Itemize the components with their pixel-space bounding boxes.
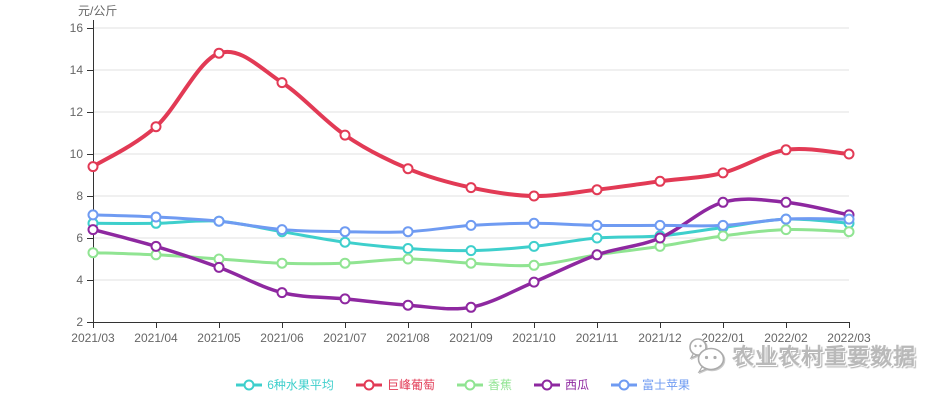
series-marker-banana <box>339 257 351 269</box>
series-marker-banana <box>780 224 792 236</box>
watermark: 农业农村重要数据 <box>686 337 916 373</box>
x-axis-label: 2021/05 <box>197 331 241 345</box>
legend-marker-icon <box>355 379 382 391</box>
series-marker-fuji-apple <box>528 217 540 229</box>
x-axis-label: 2021/08 <box>386 331 430 345</box>
series-marker-avg-6-fruits <box>591 232 603 244</box>
legend-label: 香蕉 <box>487 378 512 392</box>
y-axis-label: 4 <box>76 273 83 287</box>
series-marker-kyoho-grape <box>402 163 414 175</box>
x-axis-label: 2022/02 <box>764 331 808 345</box>
series-marker-watermelon <box>654 232 666 244</box>
legend-label: 巨峰葡萄 <box>386 378 435 392</box>
series-marker-kyoho-grape <box>150 121 162 133</box>
series-marker-kyoho-grape <box>276 77 288 89</box>
series-marker-watermelon <box>213 261 225 273</box>
legend-marker-icon <box>456 379 483 391</box>
legend-label: 6种水果平均 <box>267 378 334 392</box>
legend-item-fuji-apple[interactable]: 富士苹果 <box>610 378 690 392</box>
series-marker-fuji-apple <box>87 209 99 221</box>
series-marker-kyoho-grape <box>843 148 855 160</box>
legend-item-kyoho-grape[interactable]: 巨峰葡萄 <box>355 378 435 392</box>
series-marker-kyoho-grape <box>717 167 729 179</box>
series-marker-fuji-apple <box>717 219 729 231</box>
y-axis-label: 10 <box>70 147 84 161</box>
series-marker-banana <box>843 226 855 238</box>
series-marker-fuji-apple <box>213 215 225 227</box>
series-marker-avg-6-fruits <box>402 243 414 254</box>
series-marker-watermelon <box>402 299 414 311</box>
series-marker-kyoho-grape <box>87 161 99 173</box>
series-marker-kyoho-grape <box>213 47 225 59</box>
series-marker-watermelon <box>591 249 603 261</box>
x-axis-label: 2021/04 <box>134 331 178 345</box>
series-marker-watermelon <box>528 276 540 288</box>
legend-item-banana[interactable]: 香蕉 <box>456 378 512 392</box>
series-marker-watermelon <box>87 224 99 236</box>
series-marker-banana <box>276 257 288 269</box>
series-marker-fuji-apple <box>843 213 855 225</box>
x-axis-label: 2021/07 <box>323 331 367 345</box>
x-axis-label: 2021/03 <box>71 331 115 345</box>
x-axis-label: 2021/12 <box>638 331 682 345</box>
legend: 6种水果平均 巨峰葡萄 香蕉 西瓜 富士苹果 <box>0 378 690 392</box>
series-marker-fuji-apple <box>591 219 603 231</box>
series-marker-banana <box>402 253 414 265</box>
series-marker-kyoho-grape <box>465 182 477 194</box>
series-marker-watermelon <box>717 196 729 208</box>
x-axis-label: 2021/10 <box>512 331 556 345</box>
series-marker-avg-6-fruits <box>465 245 477 257</box>
series-marker-avg-6-fruits <box>339 236 351 248</box>
series-marker-fuji-apple <box>150 211 162 223</box>
fruit-price-line-chart: 2 4 6 8 10 12 14 16 2021/03 2021/04 2021/05 2021/06… <box>70 20 871 345</box>
series-marker-avg-6-fruits <box>528 240 540 252</box>
x-axis-label: 2021/09 <box>449 331 493 345</box>
series-marker-fuji-apple <box>465 219 477 231</box>
legend-label: 富士苹果 <box>641 378 690 392</box>
x-axis-label: 2022/03 <box>827 331 871 345</box>
legend-marker-icon <box>533 379 560 391</box>
series-marker-fuji-apple <box>654 219 666 231</box>
series-line-kyoho-grape <box>91 49 851 199</box>
series-marker-kyoho-grape <box>528 190 540 202</box>
series-marker-kyoho-grape <box>654 175 666 187</box>
y-axis-unit-label: 元/公斤 <box>78 4 118 18</box>
series-marker-banana <box>717 230 729 242</box>
series-marker-kyoho-grape <box>591 184 603 196</box>
legend-marker-icon <box>236 379 263 391</box>
legend-label: 西瓜 <box>564 378 589 392</box>
y-axis-label: 16 <box>70 21 84 35</box>
series-marker-watermelon <box>339 293 351 305</box>
y-axis-label: 2 <box>76 315 83 329</box>
y-axis-label: 12 <box>70 105 84 119</box>
series-marker-fuji-apple <box>276 224 288 236</box>
y-axis-label: 8 <box>76 189 83 203</box>
series-marker-banana <box>87 247 99 259</box>
series-marker-fuji-apple <box>402 226 414 238</box>
series-marker-banana <box>528 259 540 271</box>
y-axis-label: 14 <box>70 63 84 77</box>
series-marker-kyoho-grape <box>780 144 792 156</box>
legend-item-avg-6-fruits[interactable]: 6种水果平均 <box>236 378 334 392</box>
x-axis-label: 2021/06 <box>260 331 304 345</box>
series-marker-kyoho-grape <box>339 129 351 141</box>
x-axis-label: 2022/01 <box>701 331 745 345</box>
series-marker-watermelon <box>150 240 162 252</box>
series-marker-watermelon <box>465 301 477 313</box>
series-marker-fuji-apple <box>780 213 792 225</box>
series-marker-watermelon <box>780 196 792 208</box>
series-marker-banana <box>465 257 477 269</box>
wechat-icon <box>689 338 725 373</box>
series-marker-fuji-apple <box>339 226 351 238</box>
watermark-text: 农业农村重要数据 <box>731 344 916 369</box>
series-marker-watermelon <box>276 287 288 299</box>
legend-item-watermelon[interactable]: 西瓜 <box>533 378 589 392</box>
legend-marker-icon <box>610 379 637 391</box>
y-axis-label: 6 <box>76 231 83 245</box>
x-axis-label: 2021/11 <box>576 331 619 345</box>
